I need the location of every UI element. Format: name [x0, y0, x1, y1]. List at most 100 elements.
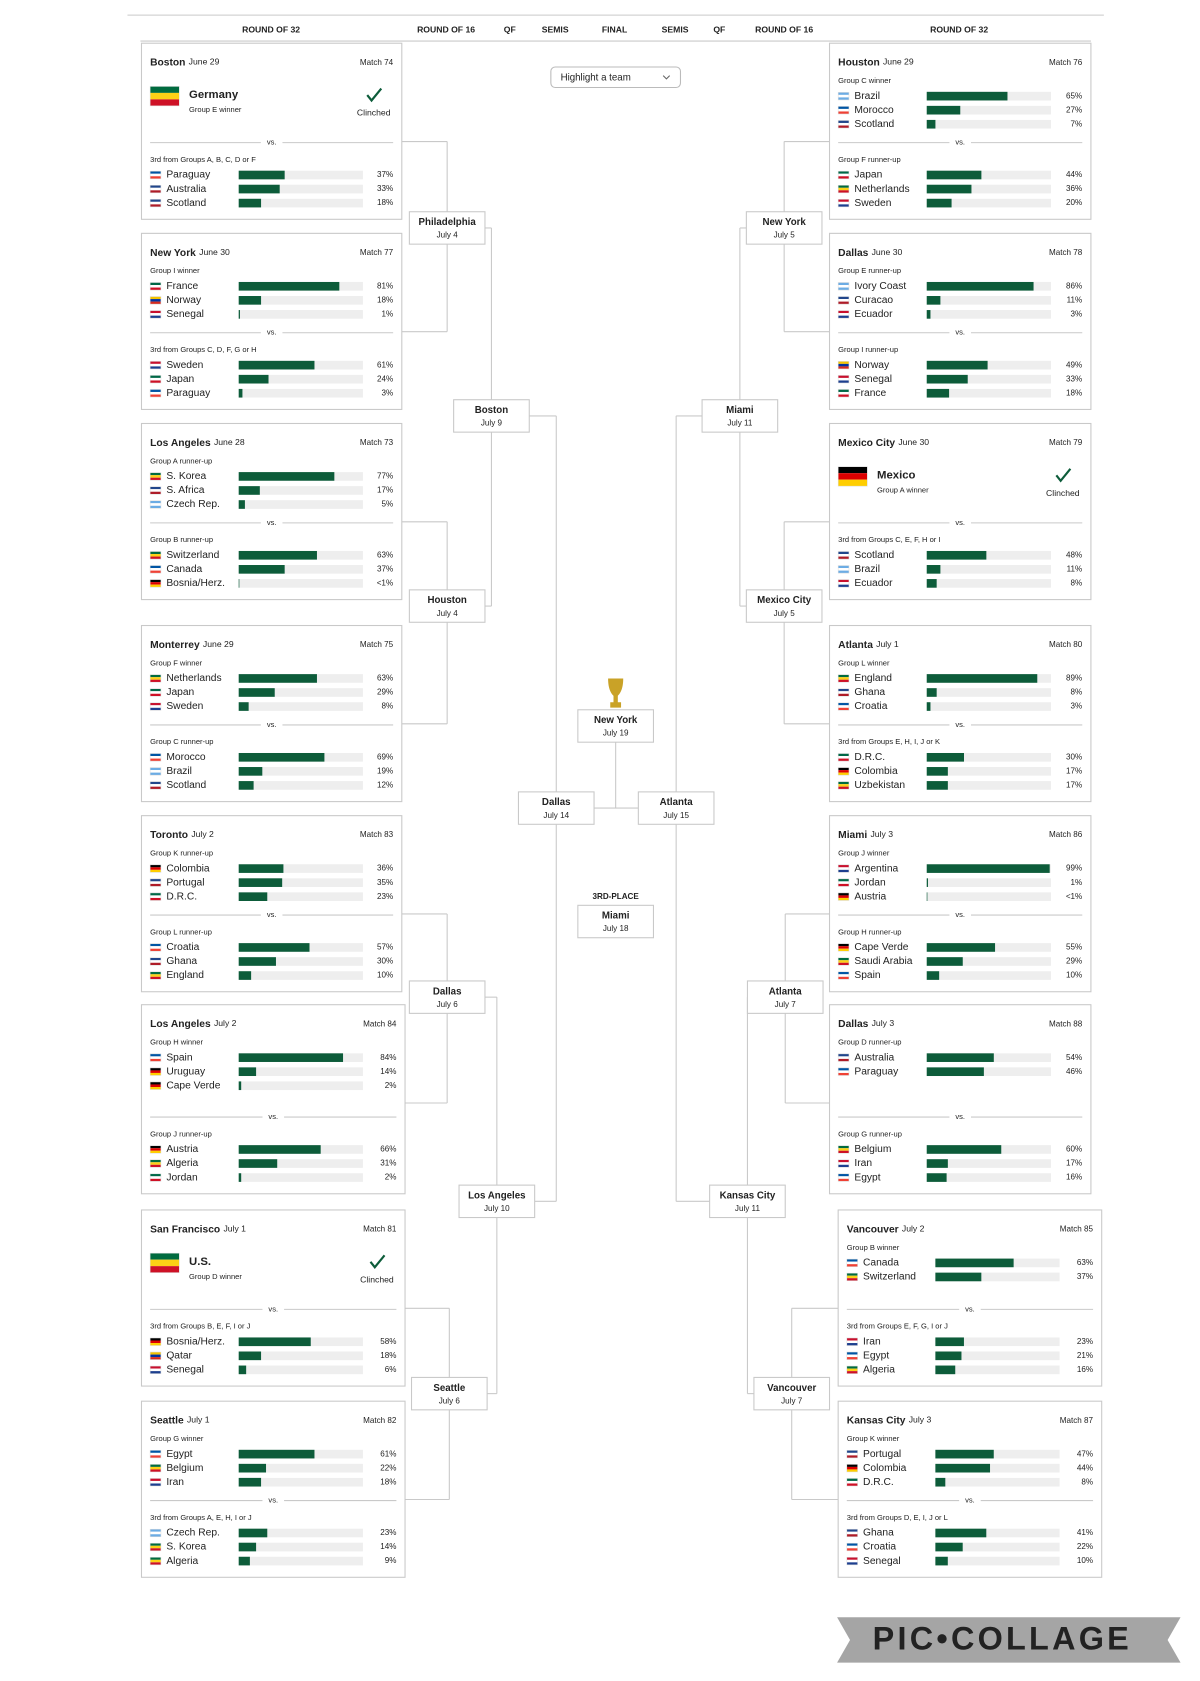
probability-bar [238, 1053, 344, 1062]
flag-stripe [150, 375, 161, 378]
flag-stripe [838, 869, 849, 873]
team-name: Ecuador [854, 578, 893, 589]
flag-stripe [150, 948, 161, 952]
flag-stripe [838, 92, 849, 95]
flag [846, 1337, 858, 1346]
flag-stripe [150, 1352, 161, 1355]
flag-stripe [150, 301, 161, 305]
bar-track [238, 500, 363, 509]
team-name: France [854, 388, 886, 399]
node-date: July 7 [775, 1000, 797, 1009]
round-label: QF [504, 25, 516, 35]
flag [149, 1252, 180, 1273]
flag-stripe [838, 1148, 849, 1151]
flag-stripe [150, 99, 180, 106]
probability-bar [238, 388, 243, 398]
flag-stripe [150, 190, 161, 193]
flag-stripe [846, 1545, 858, 1549]
flag-stripe [150, 1450, 161, 1453]
flag-stripe [150, 1072, 161, 1076]
match-card: San Francisco July 1 Match 81 vs. U.S. Group … [140, 1209, 406, 1387]
probability-bar [926, 281, 1034, 291]
card-city: Atlanta [838, 640, 873, 651]
flag [837, 878, 850, 887]
match-card: Houston June 29 Match 76 vs. Group C winner B… [828, 42, 1092, 220]
flag-border [149, 486, 162, 495]
bar-track [926, 579, 1051, 588]
flag-stripe [838, 285, 849, 288]
probability-bar [926, 579, 937, 588]
flag-stripe [838, 582, 849, 585]
bar-track [238, 864, 363, 873]
flag-stripe [150, 1366, 161, 1369]
check-mark [369, 1254, 386, 1269]
flag-border [149, 1173, 162, 1182]
match-card: Kansas City July 3 Match 87 vs. Group K winn… [837, 1400, 1103, 1578]
probability-label: 44% [1066, 170, 1082, 179]
flag-stripe [150, 1253, 180, 1260]
flag-stripe [838, 693, 849, 697]
probability-label: 3% [381, 388, 393, 397]
flag [837, 1145, 850, 1154]
flag-stripe [150, 1562, 161, 1565]
probability-label: 18% [380, 1351, 396, 1360]
flag-stripe [838, 204, 849, 207]
flag [149, 1067, 162, 1076]
flag [837, 579, 850, 588]
probability-bar [238, 374, 269, 384]
probability-label: 5% [381, 500, 393, 509]
probability-label: 81% [377, 281, 393, 290]
flag-border [837, 892, 850, 901]
flag [149, 310, 162, 319]
node-box [577, 904, 655, 939]
probability-label: 36% [1066, 184, 1082, 193]
flag-stripe [150, 679, 161, 683]
probability-label: 16% [1066, 1173, 1082, 1182]
flag-stripe [150, 315, 161, 319]
probability-label: 1% [1071, 878, 1083, 887]
flag [149, 1557, 162, 1566]
probability-bar [935, 1463, 991, 1473]
flag [837, 551, 850, 560]
probability-bar [926, 1053, 994, 1062]
probability-bar [926, 198, 952, 208]
card-date: July 2 [191, 829, 214, 839]
flag [837, 565, 850, 574]
team-name: Austria [854, 891, 886, 902]
check-mark [366, 87, 383, 103]
vs-label: vs. [268, 1112, 278, 1121]
team-name: S. Africa [166, 485, 204, 496]
flag-stripe [838, 120, 849, 123]
probability-bar [926, 388, 950, 398]
flag-stripe [846, 1562, 858, 1565]
flag-border [846, 1258, 858, 1267]
bar-track [926, 1173, 1051, 1182]
flag-border [149, 185, 162, 194]
bar-track [238, 702, 363, 711]
dropdown-caret [662, 75, 671, 80]
probability-label: 17% [1066, 766, 1082, 775]
probability-label: 48% [1066, 550, 1082, 559]
flag-border [149, 674, 162, 683]
flag-stripe [846, 1559, 858, 1563]
flag-border [837, 170, 850, 180]
flag-stripe [838, 864, 849, 868]
team-name: Bosnia/Herz. [166, 578, 225, 589]
flag-stripe [150, 946, 161, 949]
probability-label: 31% [380, 1159, 396, 1168]
flag-stripe [150, 92, 180, 100]
flag-stripe [838, 758, 849, 762]
card-city: Dallas [838, 1019, 868, 1030]
probability-label: 29% [377, 688, 393, 697]
group-label: Group J winner [838, 848, 890, 857]
flag-border [846, 1528, 858, 1538]
bar-track [238, 971, 363, 980]
round-label: SEMIS [662, 25, 689, 35]
probability-bar [926, 565, 941, 574]
flag [149, 1478, 162, 1487]
highlight-dropdown[interactable]: Highlight a team [550, 66, 682, 89]
flag-stripe [150, 1354, 161, 1358]
match-number: Match 87 [1060, 1416, 1094, 1425]
flag-stripe [150, 1084, 161, 1087]
group-label: Group B runner-up [150, 535, 213, 544]
